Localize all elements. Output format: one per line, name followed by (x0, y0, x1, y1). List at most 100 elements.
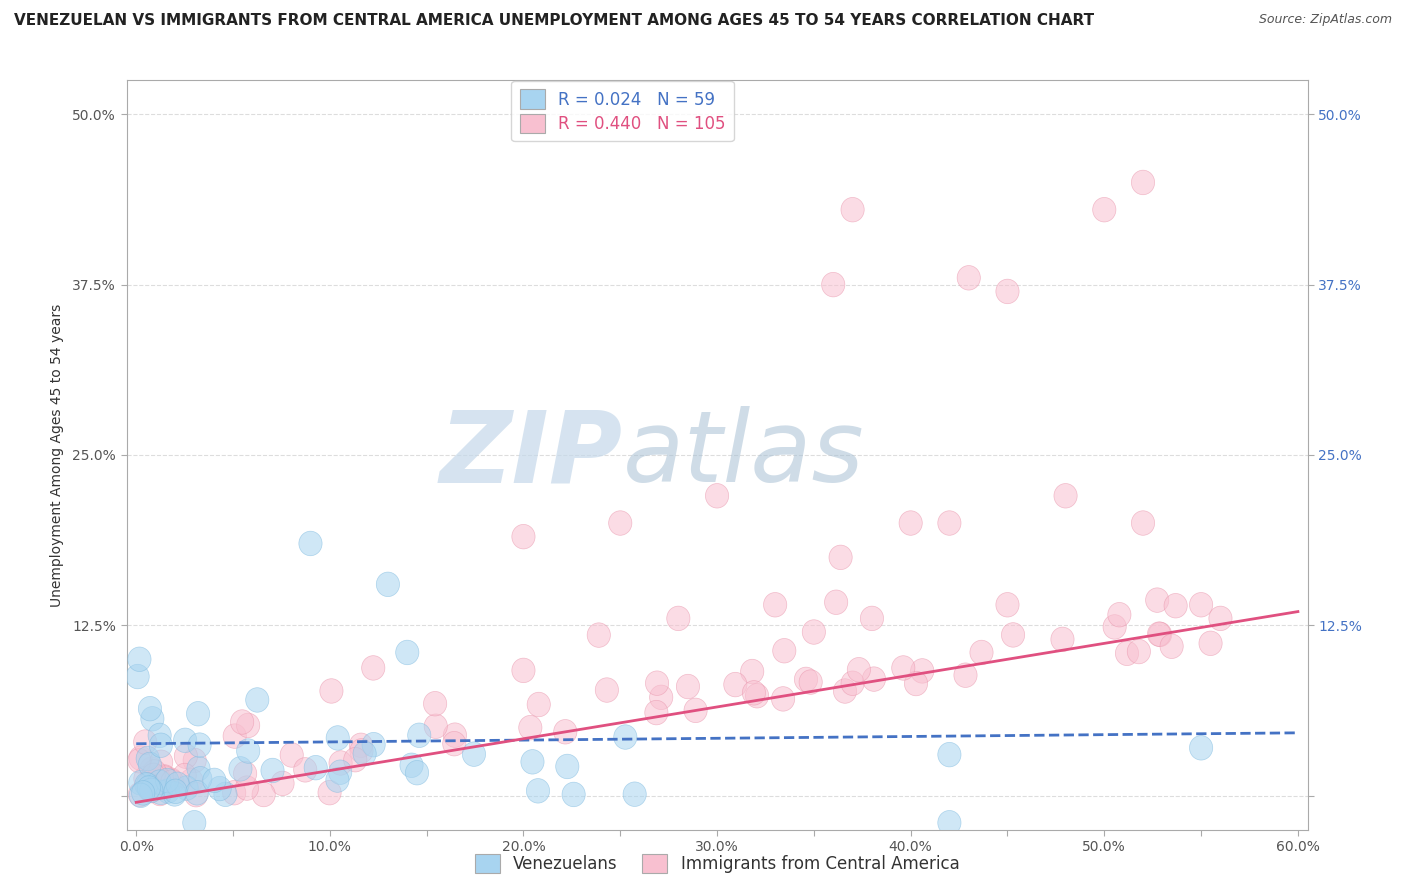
Ellipse shape (520, 749, 544, 774)
Ellipse shape (1160, 634, 1184, 658)
Ellipse shape (361, 732, 385, 757)
Ellipse shape (156, 779, 180, 804)
Ellipse shape (377, 572, 399, 597)
Ellipse shape (1132, 170, 1154, 194)
Ellipse shape (134, 730, 157, 755)
Ellipse shape (443, 731, 465, 756)
Ellipse shape (214, 782, 238, 806)
Ellipse shape (136, 747, 159, 771)
Ellipse shape (526, 779, 550, 803)
Ellipse shape (803, 620, 825, 644)
Ellipse shape (1209, 607, 1232, 631)
Ellipse shape (904, 672, 928, 696)
Ellipse shape (1189, 736, 1213, 760)
Ellipse shape (188, 766, 212, 791)
Ellipse shape (911, 658, 934, 683)
Ellipse shape (187, 756, 209, 780)
Ellipse shape (188, 733, 211, 757)
Ellipse shape (395, 640, 419, 665)
Ellipse shape (136, 773, 159, 797)
Ellipse shape (350, 739, 373, 764)
Ellipse shape (848, 657, 870, 682)
Ellipse shape (129, 771, 152, 795)
Ellipse shape (995, 592, 1019, 617)
Ellipse shape (142, 764, 165, 788)
Ellipse shape (772, 687, 794, 711)
Ellipse shape (425, 714, 447, 739)
Ellipse shape (329, 760, 352, 784)
Ellipse shape (149, 750, 173, 774)
Ellipse shape (862, 667, 886, 691)
Ellipse shape (860, 607, 883, 631)
Ellipse shape (623, 782, 647, 806)
Ellipse shape (299, 532, 322, 556)
Ellipse shape (824, 590, 848, 615)
Ellipse shape (938, 811, 962, 835)
Ellipse shape (262, 758, 284, 783)
Ellipse shape (650, 685, 673, 710)
Ellipse shape (202, 768, 226, 793)
Ellipse shape (953, 663, 977, 688)
Ellipse shape (562, 782, 585, 806)
Ellipse shape (138, 697, 162, 721)
Ellipse shape (186, 780, 208, 805)
Ellipse shape (763, 592, 787, 617)
Ellipse shape (149, 781, 172, 805)
Ellipse shape (613, 725, 637, 749)
Ellipse shape (271, 772, 294, 796)
Ellipse shape (1199, 631, 1222, 656)
Text: atlas: atlas (623, 407, 865, 503)
Ellipse shape (841, 197, 865, 222)
Ellipse shape (134, 766, 157, 791)
Ellipse shape (148, 723, 172, 747)
Ellipse shape (995, 279, 1019, 303)
Ellipse shape (463, 742, 485, 766)
Ellipse shape (138, 776, 160, 800)
Ellipse shape (183, 748, 207, 772)
Ellipse shape (128, 782, 152, 806)
Ellipse shape (156, 768, 179, 793)
Ellipse shape (588, 623, 610, 648)
Ellipse shape (891, 656, 915, 681)
Ellipse shape (235, 776, 259, 800)
Ellipse shape (280, 743, 304, 767)
Ellipse shape (1146, 588, 1168, 613)
Ellipse shape (724, 673, 747, 697)
Ellipse shape (318, 780, 342, 805)
Text: VENEZUELAN VS IMMIGRANTS FROM CENTRAL AMERICA UNEMPLOYMENT AMONG AGES 45 TO 54 Y: VENEZUELAN VS IMMIGRANTS FROM CENTRAL AM… (14, 13, 1094, 29)
Ellipse shape (595, 678, 619, 702)
Ellipse shape (165, 779, 187, 804)
Ellipse shape (222, 780, 246, 805)
Ellipse shape (132, 780, 155, 805)
Ellipse shape (139, 757, 163, 781)
Ellipse shape (666, 607, 690, 631)
Ellipse shape (408, 723, 430, 747)
Ellipse shape (231, 710, 253, 734)
Ellipse shape (794, 667, 818, 691)
Ellipse shape (938, 511, 962, 535)
Ellipse shape (153, 764, 176, 789)
Ellipse shape (141, 706, 165, 731)
Ellipse shape (233, 761, 257, 786)
Ellipse shape (153, 765, 176, 790)
Ellipse shape (1092, 197, 1116, 222)
Ellipse shape (1189, 592, 1213, 617)
Ellipse shape (294, 757, 316, 782)
Ellipse shape (139, 778, 163, 803)
Ellipse shape (773, 639, 796, 663)
Text: Source: ZipAtlas.com: Source: ZipAtlas.com (1258, 13, 1392, 27)
Ellipse shape (127, 665, 149, 689)
Ellipse shape (609, 511, 631, 535)
Ellipse shape (1104, 615, 1126, 640)
Ellipse shape (139, 779, 162, 803)
Ellipse shape (799, 670, 823, 694)
Ellipse shape (830, 545, 852, 570)
Ellipse shape (821, 272, 845, 297)
Ellipse shape (149, 780, 173, 805)
Y-axis label: Unemployment Among Ages 45 to 54 years: Unemployment Among Ages 45 to 54 years (51, 303, 63, 607)
Ellipse shape (138, 752, 162, 777)
Ellipse shape (246, 688, 269, 712)
Ellipse shape (706, 483, 728, 508)
Ellipse shape (512, 658, 536, 682)
Ellipse shape (319, 679, 343, 703)
